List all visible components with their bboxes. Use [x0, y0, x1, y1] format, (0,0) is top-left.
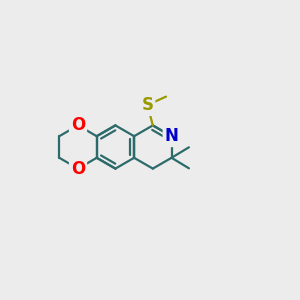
Text: O: O: [71, 116, 85, 134]
Text: S: S: [141, 96, 153, 114]
Text: N: N: [165, 127, 178, 145]
Text: O: O: [71, 160, 85, 178]
